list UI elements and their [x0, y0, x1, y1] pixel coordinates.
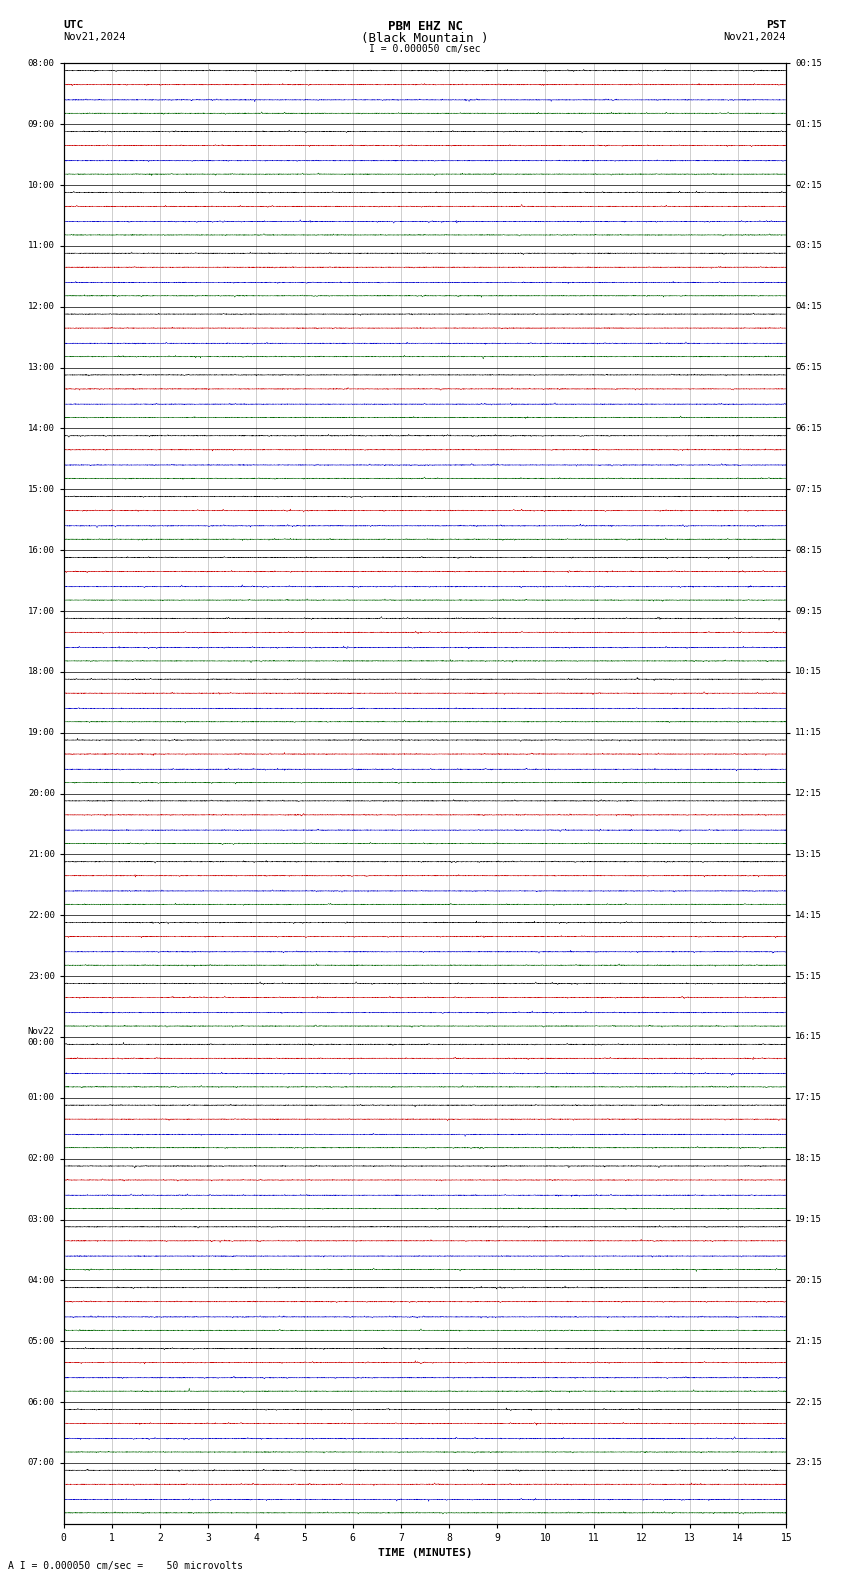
Text: I = 0.000050 cm/sec: I = 0.000050 cm/sec	[369, 44, 481, 54]
X-axis label: TIME (MINUTES): TIME (MINUTES)	[377, 1549, 473, 1559]
Text: PBM EHZ NC: PBM EHZ NC	[388, 19, 462, 33]
Text: A I = 0.000050 cm/sec =    50 microvolts: A I = 0.000050 cm/sec = 50 microvolts	[8, 1562, 243, 1571]
Text: Nov21,2024: Nov21,2024	[64, 32, 127, 41]
Text: PST: PST	[766, 19, 786, 30]
Text: Nov21,2024: Nov21,2024	[723, 32, 786, 41]
Text: (Black Mountain ): (Black Mountain )	[361, 32, 489, 44]
Text: UTC: UTC	[64, 19, 84, 30]
